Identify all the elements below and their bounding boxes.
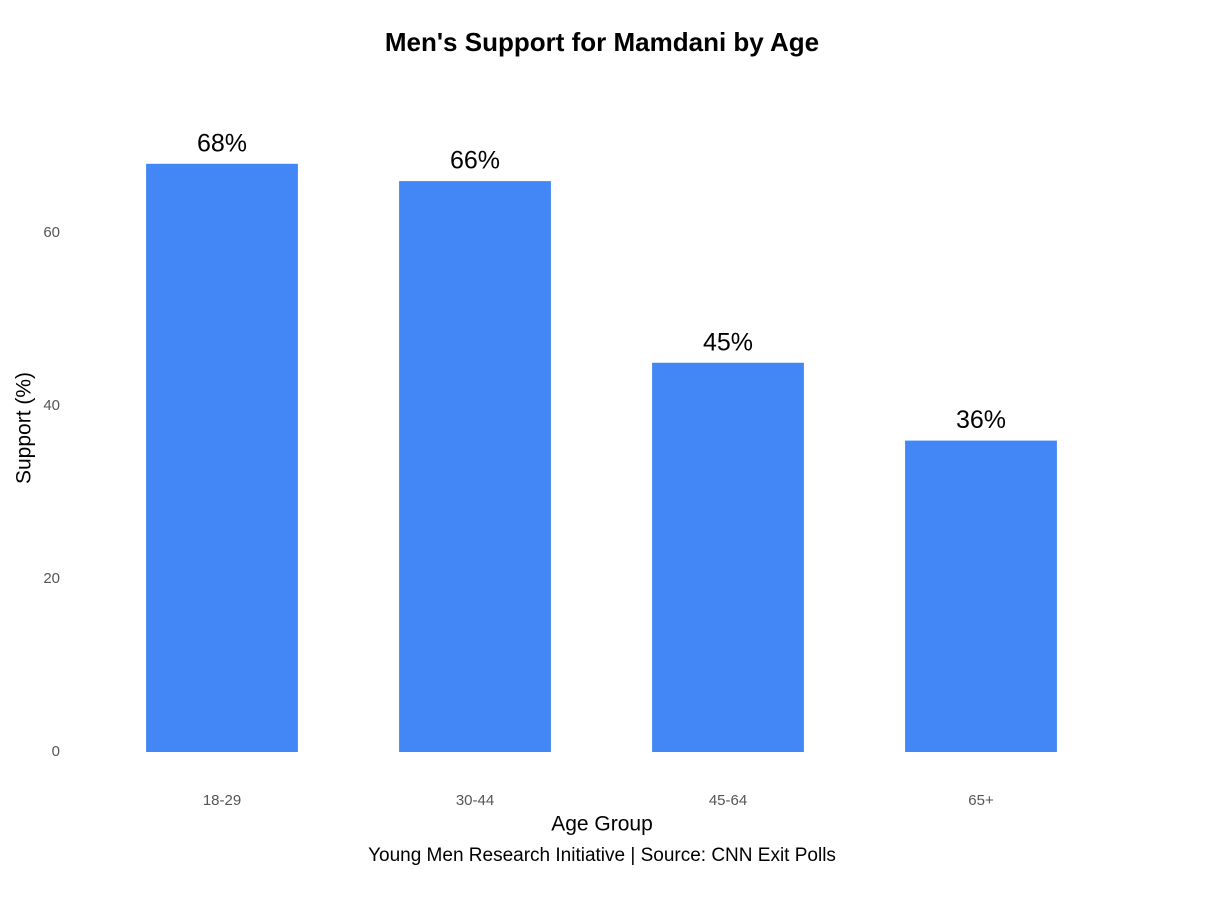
bar [399,181,551,753]
chart-title: Men's Support for Mamdani by Age [385,27,819,57]
x-tick-label: 30-44 [456,792,494,809]
bar [652,362,804,752]
caption: Young Men Research Initiative | Source: … [368,845,836,866]
x-tick-label: 65+ [968,792,994,809]
y-axis-label: Support (%) [13,372,36,484]
y-tick-label: 40 [43,397,60,414]
data-label: 36% [956,406,1006,434]
data-label: 45% [703,328,753,356]
x-axis-label: Age Group [551,813,653,836]
y-tick-label: 60 [43,224,60,241]
x-tick-label: 45-64 [709,792,747,809]
y-tick-label: 20 [43,570,60,587]
x-tick-label: 18-29 [203,792,241,809]
data-label: 66% [450,147,500,175]
bar [905,440,1057,752]
bar [146,163,298,753]
y-tick-label: 0 [52,743,60,760]
data-label: 68% [197,129,247,157]
